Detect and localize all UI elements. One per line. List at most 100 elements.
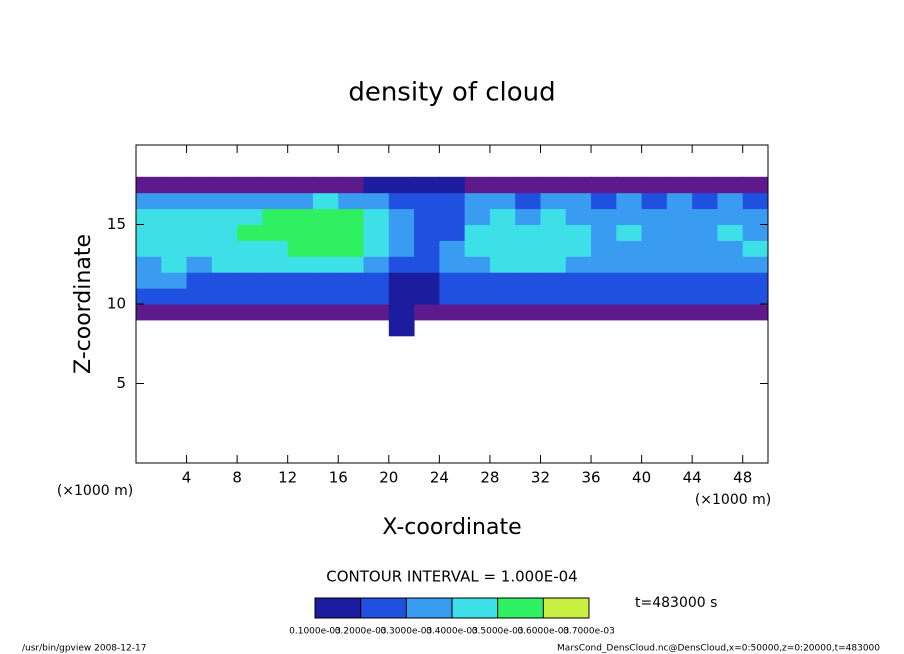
cell <box>237 176 263 194</box>
cell <box>717 208 744 225</box>
cell <box>211 256 238 273</box>
cell <box>717 288 744 305</box>
cell <box>692 272 718 289</box>
cell <box>388 240 415 257</box>
cell <box>237 192 263 210</box>
cell <box>591 176 617 194</box>
cell <box>489 208 516 225</box>
x-tick-label: 20 <box>379 469 398 487</box>
cell <box>591 288 617 305</box>
colorbar-band <box>543 598 589 618</box>
cell <box>186 256 213 273</box>
cell <box>717 224 744 241</box>
cell <box>211 240 238 257</box>
cell <box>414 272 440 289</box>
cell <box>414 304 440 321</box>
cell <box>591 240 617 257</box>
colorbar-label: 0.3000e-03 <box>380 627 432 637</box>
cell <box>515 272 541 289</box>
y-unit: (×1000 m) <box>57 483 133 499</box>
cell <box>186 208 213 225</box>
cell <box>464 192 491 210</box>
cell <box>742 288 769 305</box>
cell <box>363 208 390 225</box>
cell <box>515 176 541 194</box>
cell <box>742 224 769 241</box>
colorbar-band <box>406 598 452 618</box>
cell <box>540 208 567 225</box>
cell <box>388 319 415 337</box>
cell <box>136 240 162 257</box>
cell <box>312 304 339 321</box>
cell <box>692 288 718 305</box>
cell <box>211 272 238 289</box>
cell <box>717 256 744 273</box>
cell <box>287 240 314 257</box>
cell <box>692 240 718 257</box>
cell <box>616 240 643 257</box>
cell <box>439 224 466 241</box>
cell <box>136 304 162 321</box>
cell <box>540 256 567 273</box>
cell <box>717 272 744 289</box>
cell <box>439 192 466 210</box>
cell <box>338 176 365 194</box>
cell <box>338 304 365 321</box>
cell <box>338 224 365 241</box>
cell <box>186 224 213 241</box>
x-tick-label: 48 <box>733 469 752 487</box>
cell <box>287 304 314 321</box>
cell <box>515 288 541 305</box>
footer-left: /usr/bin/gpview 2008-12-17 <box>22 644 146 654</box>
cell <box>161 288 188 305</box>
cell <box>414 176 440 194</box>
cell <box>414 256 440 273</box>
cell <box>616 256 643 273</box>
cell <box>161 208 188 225</box>
cell <box>287 288 314 305</box>
cell <box>742 272 769 289</box>
cell <box>742 208 769 225</box>
x-tick-label: 40 <box>632 469 651 487</box>
cell <box>262 240 289 257</box>
cell <box>717 192 744 210</box>
cell <box>388 176 415 194</box>
cell <box>489 224 516 241</box>
cell <box>565 240 592 257</box>
cell <box>489 176 516 194</box>
cell <box>136 208 162 225</box>
cell <box>565 176 592 194</box>
cell <box>186 240 213 257</box>
cell <box>161 272 188 289</box>
cell <box>363 176 390 194</box>
x-tick-label: 28 <box>480 469 499 487</box>
cell <box>439 272 466 289</box>
cell <box>312 208 339 225</box>
cell <box>186 304 213 321</box>
cell <box>237 272 263 289</box>
cell <box>161 192 188 210</box>
cell <box>515 304 541 321</box>
cell <box>464 176 491 194</box>
cell <box>136 192 162 210</box>
cell <box>439 176 466 194</box>
cell <box>237 240 263 257</box>
footer-right: MarsCond_DensCloud.nc@DensCloud,x=0:5000… <box>557 644 880 654</box>
cell <box>666 176 693 194</box>
cell <box>591 208 617 225</box>
cell <box>666 224 693 241</box>
cell <box>262 192 289 210</box>
cell <box>742 256 769 273</box>
cell <box>540 240 567 257</box>
cell <box>464 256 491 273</box>
cell <box>692 208 718 225</box>
cell <box>616 208 643 225</box>
cell <box>666 192 693 210</box>
cell <box>616 272 643 289</box>
cell <box>692 192 718 210</box>
cell <box>565 272 592 289</box>
cell <box>136 288 162 305</box>
cell <box>616 176 643 194</box>
cell <box>439 240 466 257</box>
